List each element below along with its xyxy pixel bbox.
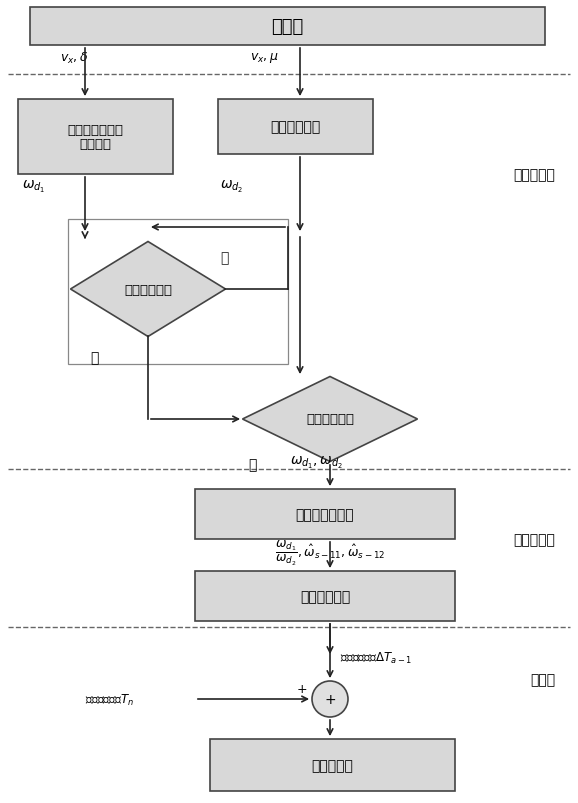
Text: $v_x,\mu$: $v_x,\mu$	[250, 51, 279, 65]
Bar	[18, 100, 173, 175]
Bar	[30, 8, 545, 46]
Text: $v_x,\delta$: $v_x,\delta$	[60, 51, 88, 66]
Text: 执行层: 执行层	[530, 672, 555, 686]
Text: $\omega_{d_2}$: $\omega_{d_2}$	[220, 179, 243, 195]
Bar	[195, 489, 455, 540]
Circle shape	[312, 681, 348, 717]
Text: 修正助力力矩$\Delta T_{a-1}$: 修正助力力矩$\Delta T_{a-1}$	[340, 650, 412, 665]
Text: 协调命令制定: 协调命令制定	[300, 589, 350, 603]
Text: $+$: $+$	[324, 692, 336, 706]
Text: 电机控制器: 电机控制器	[312, 758, 353, 772]
Text: 误操作程度判断: 误操作程度判断	[296, 507, 354, 521]
Bar	[218, 100, 373, 155]
Text: 协调控制层: 协调控制层	[513, 532, 555, 546]
Text: 是: 是	[248, 458, 257, 471]
Text: $+$: $+$	[296, 683, 307, 695]
Text: 二自由度车辆动
力学模型: 二自由度车辆动 力学模型	[68, 124, 124, 151]
Text: $\omega_{d_1},\omega_{d_2}$: $\omega_{d_1},\omega_{d_2}$	[290, 454, 343, 471]
Text: $\omega_{d_1}$: $\omega_{d_1}$	[22, 179, 46, 195]
Polygon shape	[243, 377, 417, 462]
Text: 传感器: 传感器	[272, 18, 303, 36]
Text: 路面附着极限: 路面附着极限	[271, 120, 321, 134]
Text: $\dfrac{\omega_{d_1}}{\omega_{d_2}},\hat{\omega}_{s-11},\hat{\omega}_{s-12}$: $\dfrac{\omega_{d_1}}{\omega_{d_2}},\hat…	[275, 538, 385, 567]
Text: 工况识别层: 工况识别层	[513, 168, 555, 181]
Bar	[68, 220, 288, 365]
Bar	[195, 571, 455, 622]
Polygon shape	[71, 243, 225, 337]
Text: 原有助力力矩$T_n$: 原有助力力矩$T_n$	[85, 691, 135, 707]
Text: 是: 是	[90, 351, 98, 365]
Text: 否: 否	[220, 251, 228, 265]
Text: 需要协调控制: 需要协调控制	[306, 413, 354, 426]
Text: 驾驶员误操作: 驾驶员误操作	[124, 283, 172, 296]
Bar	[210, 739, 455, 791]
